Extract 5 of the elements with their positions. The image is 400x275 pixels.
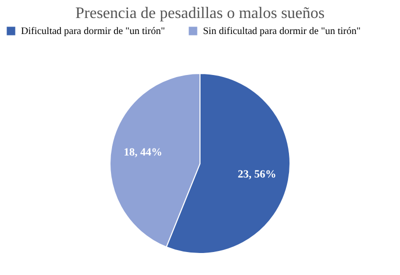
- legend-label: Dificultad para dormir de "un tirón": [21, 26, 165, 37]
- data-label: 23, 56%: [238, 168, 276, 181]
- data-label: 18, 44%: [124, 146, 162, 158]
- chart-title: Presencia de pesadillas o malos sueños: [75, 5, 325, 22]
- legend-label: Sin dificultad para dormir de "un tirón": [203, 26, 361, 37]
